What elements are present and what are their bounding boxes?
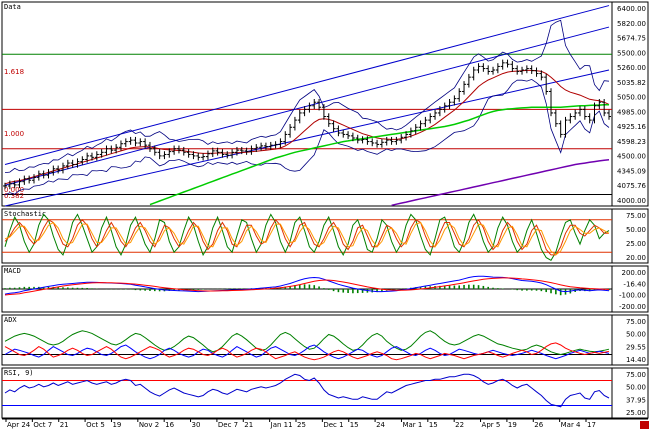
macd-series-1	[4, 277, 610, 296]
price-ytick-6: 5050.00	[617, 94, 646, 102]
channel-line-1	[4, 26, 610, 186]
adx-ytick-2: 29.55	[626, 343, 646, 351]
x-tick-label-21: Mar 4	[561, 421, 581, 429]
adx-panel: ADX 75.00 50.00 29.55 14.40	[1, 314, 649, 366]
x-tick-label-8: Dec 7	[218, 421, 238, 429]
macd-ytick-0: 200.00	[622, 269, 647, 277]
x-tick-label-19: 19	[508, 421, 517, 429]
x-tick-label-5: Nov 2	[139, 421, 159, 429]
fib-label-2: 0.000	[4, 186, 24, 194]
x-tick-label-12: Dec 1	[323, 421, 343, 429]
rsi-panel: RSI, 9) 75.00 50.00 37.95 25.00	[1, 367, 649, 419]
adx-frame	[1, 314, 649, 366]
price-ytick-11: 4345.09	[617, 167, 646, 175]
stochastic-ytick-3: 20.00	[626, 254, 646, 262]
bollinger-upper	[4, 19, 610, 173]
adx-ytick-3: 14.40	[626, 356, 646, 364]
x-tick-label-10: Jan 11	[270, 421, 293, 429]
price-panel: Data 6400.00 5820.00 5674.75 5500.00 5260.00 5…	[1, 1, 649, 207]
x-tick-label-20: 26	[534, 421, 543, 429]
price-ytick-5: 5035.82	[617, 79, 646, 87]
x-tick-label-6: 16	[165, 421, 174, 429]
price-ytick-12: 4075.76	[617, 182, 646, 190]
rsi-series-0	[4, 373, 610, 408]
x-tick-label-1: Oct 7	[33, 421, 52, 429]
macd-title: MACD	[4, 267, 21, 275]
x-tick-label-0: Apr 24	[7, 421, 31, 429]
price-ytick-13: 4000.00	[617, 197, 646, 205]
adx-ytick-1: 50.00	[626, 331, 646, 339]
price-ytick-7: 4985.00	[617, 108, 646, 116]
x-tick-label-18: Apr 5	[482, 421, 501, 429]
price-ytick-10: 4500.00	[617, 153, 646, 161]
channel-line-0	[4, 69, 610, 207]
price-ytick-4: 5260.00	[617, 64, 646, 72]
macd-ytick-2: -100.00	[619, 292, 646, 300]
macd-ytick-3: -200.00	[619, 303, 646, 311]
bollinger-lower	[4, 78, 610, 196]
x-tick-label-2: 21	[60, 421, 69, 429]
chart-panels: Data 6400.00 5820.00 5674.75 5500.00 5260.00 5…	[1, 1, 649, 419]
price-ytick-3: 5500.00	[617, 49, 646, 57]
x-tick-label-11: 25	[297, 421, 306, 429]
x-tick-label-16: 15	[429, 421, 438, 429]
stochastic-frame	[1, 208, 649, 264]
fib-label-1: 1.000	[4, 130, 24, 138]
x-axis: Apr 24 Oct 7 21 Oct 5 19 Nov 2 16 30 Dec 7 21 Jan …	[2, 418, 648, 429]
fib-label-0: 1.618	[4, 68, 24, 76]
ma-line-0	[4, 69, 610, 185]
price-ytick-9: 4598.23	[617, 138, 646, 146]
stochastic-title: Stochastic	[4, 210, 46, 218]
channel-line-2	[4, 5, 610, 165]
rsi-title: RSI, 9)	[4, 369, 34, 377]
rsi-ytick-2: 37.95	[626, 396, 646, 404]
price-ytick-2: 5674.75	[617, 35, 646, 43]
adx-series-2	[4, 342, 610, 361]
stochastic-ytick-2: 25.00	[626, 240, 646, 248]
x-tick-label-9: 21	[244, 421, 253, 429]
x-tick-label-3: Oct 5	[86, 421, 105, 429]
x-tick-label-13: 15	[350, 421, 359, 429]
price-frame	[1, 1, 649, 207]
rsi-ytick-0: 75.00	[626, 371, 646, 379]
x-tick-label-22: 17	[587, 421, 596, 429]
adx-title: ADX	[4, 316, 17, 324]
stochastic-series-2	[4, 221, 610, 256]
adx-ytick-0: 75.00	[626, 318, 646, 326]
rsi-ytick-3: 25.00	[626, 409, 646, 417]
corner-close-icon[interactable]	[640, 421, 649, 429]
price-ytick-8: 4925.16	[617, 123, 646, 131]
x-tick-label-17: 22	[455, 421, 464, 429]
price-title: Data	[4, 3, 21, 11]
x-tick-label-4: 19	[112, 421, 121, 429]
stochastic-ytick-0: 75.00	[626, 212, 646, 220]
macd-ytick-1: -16.40	[623, 280, 646, 288]
rsi-ytick-1: 50.00	[626, 384, 646, 392]
rsi-frame	[1, 367, 649, 419]
ma-line-2	[391, 159, 610, 207]
macd-panel: MACD 200.00 -16.40 -100.00 -200.00	[1, 265, 649, 313]
ma-line-1	[149, 103, 609, 206]
stochastic-ytick-1: 50.00	[626, 226, 646, 234]
x-tick-label-15: Mar 1	[402, 421, 422, 429]
price-ytick-1: 5820.00	[617, 20, 646, 28]
fib-label-3: 0.382	[4, 192, 24, 200]
x-tick-label-7: 30	[192, 421, 201, 429]
x-tick-label-14: 24	[376, 421, 385, 429]
stochastic-panel: Stochastic 75.00 50.00 25.00 20.00	[1, 208, 649, 264]
price-ytick-0: 6400.00	[617, 5, 646, 13]
